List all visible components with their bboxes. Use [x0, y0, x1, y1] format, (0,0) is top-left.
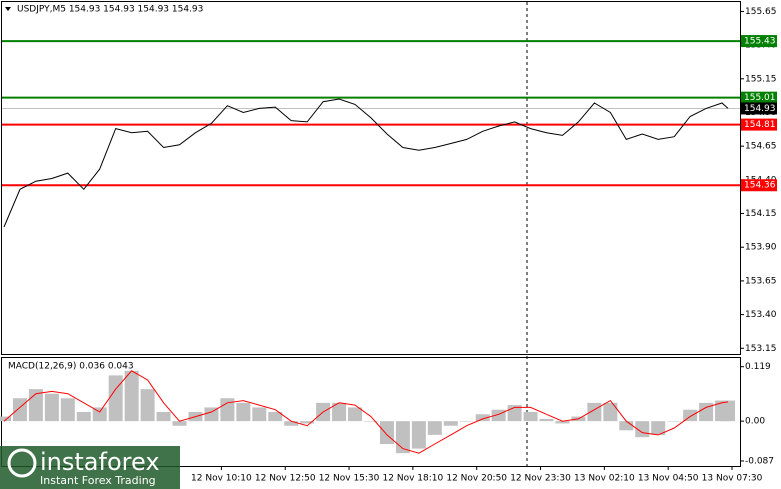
histogram-bar — [60, 398, 75, 422]
level-tag-label: 155.43 — [744, 37, 776, 47]
histogram-bar — [364, 421, 378, 422]
histogram-bar — [539, 418, 554, 422]
price-title: USDJPY,M5 154.93 154.93 154.93 154.93 — [17, 5, 203, 15]
level-tag-label: 154.36 — [744, 181, 776, 191]
histogram-bar — [379, 421, 394, 445]
histogram-bar — [108, 375, 123, 422]
y-tick-label: 153.65 — [745, 276, 777, 286]
histogram-bar — [140, 389, 155, 422]
x-tick-label: 13 Nov 02:10 — [574, 474, 635, 484]
histogram-bar — [348, 407, 363, 422]
histogram-bar — [44, 393, 59, 422]
histogram-bar — [156, 412, 171, 422]
x-tick-label: 13 Nov 07:30 — [702, 474, 763, 484]
watermark-logo — [7, 448, 37, 478]
histogram-bar — [411, 421, 426, 449]
histogram-bar — [0, 416, 11, 422]
x-tick-label: 12 Nov 12:50 — [255, 474, 316, 484]
price-line — [3, 98, 729, 228]
level-tag-label: 154.81 — [744, 120, 776, 130]
x-tick-label: 12 Nov 20:50 — [446, 474, 507, 484]
y-tick-label: 154.15 — [745, 209, 777, 219]
price-panel — [1, 1, 741, 355]
histogram-bar — [236, 402, 251, 422]
histogram-bar — [220, 398, 235, 422]
macd-panel — [1, 357, 741, 467]
y-tick-label: 153.40 — [745, 310, 777, 320]
histogram-bar — [252, 407, 267, 422]
histogram-bar — [699, 402, 714, 422]
menu-arrow — [5, 7, 11, 11]
y-tick-label: 0.00 — [745, 417, 765, 427]
watermark-tagline: Instant Forex Trading — [40, 474, 156, 487]
histogram-bar — [300, 421, 315, 424]
histogram-bar — [491, 409, 506, 422]
histogram-bar — [651, 421, 666, 435]
y-tick-label: -0.087 — [745, 456, 774, 466]
level-tag — [741, 179, 777, 192]
histogram-bar — [555, 421, 570, 424]
signal-line — [3, 370, 729, 454]
last-price-label: 154.93 — [744, 104, 776, 114]
y-tick-label: 155.65 — [745, 7, 777, 17]
histogram-bar — [12, 398, 27, 422]
histogram-bar — [268, 412, 283, 422]
watermark-brand: instaforex — [40, 448, 160, 476]
level-tag — [741, 91, 777, 104]
y-tick-label: 0.119 — [745, 362, 771, 372]
histogram-bar — [332, 402, 347, 422]
histogram-bar — [721, 400, 736, 422]
macd-title: MACD(12,26,9) 0.036 0.043 — [8, 362, 134, 372]
last-price-tag — [741, 102, 777, 115]
x-tick-label: 12 Nov 15:30 — [319, 474, 380, 484]
histogram-bar — [683, 409, 698, 422]
histogram-bar — [475, 414, 490, 422]
histogram-bar — [427, 421, 442, 435]
histogram-bar — [124, 370, 139, 422]
x-tick-label: 12 Nov 23:30 — [510, 474, 571, 484]
histogram-bar — [667, 421, 682, 422]
histogram-bar — [204, 407, 219, 422]
level-tag — [741, 118, 777, 131]
x-tick-label: 13 Nov 04:50 — [638, 474, 699, 484]
histogram-bar — [603, 402, 618, 422]
histogram-bar — [172, 421, 187, 426]
y-tick-label: 153.90 — [745, 243, 777, 253]
y-tick-label: 154.65 — [745, 142, 777, 152]
level-tag — [741, 35, 777, 48]
y-tick-label: 155.15 — [745, 74, 777, 84]
histogram-bar — [76, 412, 91, 422]
level-tag-label: 155.01 — [744, 93, 776, 103]
histogram-bar — [284, 421, 299, 426]
x-tick-label: 12 Nov 18:10 — [383, 474, 444, 484]
histogram-bar — [619, 421, 634, 431]
y-tick-label: 153.15 — [745, 344, 777, 354]
histogram-bar — [523, 412, 538, 422]
histogram-bar — [443, 421, 458, 426]
x-tick-label: 12 Nov 10:10 — [191, 474, 252, 484]
histogram-bar — [459, 421, 474, 422]
histogram-bar — [92, 407, 107, 422]
watermark: instaforex Instant Forex Trading — [0, 446, 180, 489]
